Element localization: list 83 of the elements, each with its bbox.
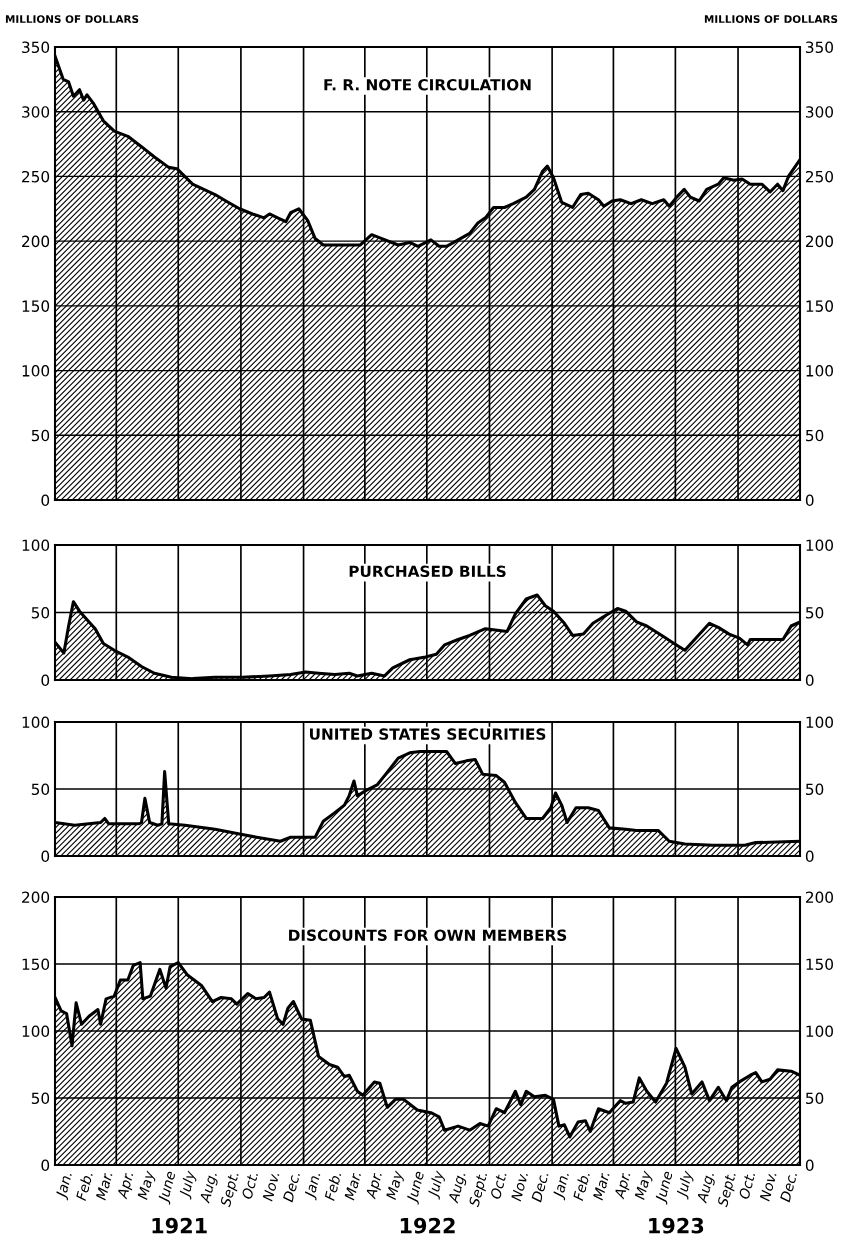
y-tick-label: 0 bbox=[41, 494, 50, 507]
text: 1923 bbox=[649, 1217, 704, 1234]
x-tick-label: Oct. bbox=[241, 1171, 259, 1200]
y-tick-label: 200 bbox=[22, 235, 50, 248]
y2-tick-label: 50 bbox=[806, 606, 824, 619]
x-tick-label: Oct. bbox=[738, 1171, 756, 1200]
y2-tick-label: 200 bbox=[805, 235, 834, 248]
x-tick-label: Mar. bbox=[95, 1171, 113, 1201]
y-tick-label: 150 bbox=[22, 300, 50, 312]
y2-axis-title: MILLIONS OF DOLLARS bbox=[704, 15, 838, 24]
x-tick-label: Dec. bbox=[779, 1171, 798, 1203]
y-tick-label: 300 bbox=[22, 106, 50, 118]
x-tick-label: Mar. bbox=[592, 1171, 610, 1201]
x-tick-label: Jan. bbox=[552, 1171, 572, 1201]
y2-tick-label: 0 bbox=[805, 850, 814, 863]
y2-tick-label: 50 bbox=[806, 1092, 824, 1105]
chart-title: UNITED STATES SECURITIES bbox=[309, 728, 546, 740]
x-tick-label: July bbox=[426, 1169, 447, 1200]
x-tick-label: Mar. bbox=[344, 1171, 362, 1201]
x-tick-label: May bbox=[634, 1169, 655, 1201]
x-tick-label: Oct. bbox=[489, 1171, 507, 1200]
y2-tick-label: 200 bbox=[805, 891, 834, 904]
x-tick-label: Dec. bbox=[531, 1171, 549, 1203]
y-tick-label: 100 bbox=[22, 716, 50, 729]
y2-tick-label: 150 bbox=[806, 958, 834, 971]
x-tick-label: Nov. bbox=[262, 1171, 280, 1202]
y2-tick-label: 350 bbox=[806, 41, 834, 54]
y-tick-label: 50 bbox=[31, 429, 50, 442]
x-tick-label: Dec. bbox=[282, 1171, 301, 1203]
x-tick-label: Aug. bbox=[696, 1171, 717, 1205]
x-tick-label: Nov. bbox=[759, 1171, 777, 1202]
y-tick-label: 0 bbox=[41, 850, 50, 863]
y-tick-label: 100 bbox=[22, 1025, 50, 1038]
y2-tick-label: 300 bbox=[806, 106, 834, 118]
y2-tick-label: 0 bbox=[805, 494, 814, 507]
x-tick-label: June bbox=[654, 1170, 676, 1205]
y-tick-label: 150 bbox=[22, 958, 50, 971]
y2-tick-label: 100 bbox=[806, 539, 834, 552]
x-tick-label: June bbox=[157, 1170, 179, 1205]
y-tick-label: 350 bbox=[22, 41, 50, 54]
x-tick-label: May bbox=[137, 1169, 158, 1201]
x-tick-label: Sept. bbox=[716, 1171, 739, 1209]
text: DISCOUNTS FOR OWN MEMBERS bbox=[289, 929, 567, 941]
x-tick-label: Jan. bbox=[55, 1171, 75, 1201]
text: F. R. NOTE CIRCULATION bbox=[324, 78, 531, 91]
y-tick-label: 100 bbox=[22, 365, 50, 377]
x-tick-label: July bbox=[675, 1169, 696, 1200]
x-tick-label: May bbox=[385, 1169, 406, 1201]
y2-tick-label: 150 bbox=[806, 300, 834, 312]
text: 1921 bbox=[152, 1217, 207, 1234]
x-tick-label: Apr. bbox=[365, 1171, 385, 1201]
y-tick-label: 50 bbox=[31, 1092, 50, 1105]
y-tick-label: 200 bbox=[22, 891, 50, 904]
y-tick-label: 250 bbox=[22, 170, 50, 183]
text: 1922 bbox=[400, 1217, 455, 1234]
x-tick-label: Jan. bbox=[303, 1171, 324, 1201]
x-tick-label: Feb. bbox=[323, 1171, 342, 1202]
y-axis-title: MILLIONS OF DOLLARS bbox=[5, 15, 139, 24]
y2-tick-label: 100 bbox=[806, 716, 834, 729]
y-tick-label: 0 bbox=[41, 1159, 50, 1172]
x-tick-label: Sept. bbox=[219, 1171, 242, 1209]
y-tick-label: 0 bbox=[41, 674, 50, 687]
y-tick-label: 50 bbox=[31, 606, 50, 619]
x-tick-label: Aug. bbox=[199, 1171, 220, 1205]
x-tick-label: Feb. bbox=[75, 1171, 93, 1202]
x-tick-label: Sept. bbox=[468, 1171, 490, 1209]
y2-tick-label: 250 bbox=[805, 170, 834, 183]
x-tick-label: Apr. bbox=[116, 1171, 137, 1201]
y2-tick-label: 50 bbox=[806, 783, 824, 796]
y2-tick-label: 0 bbox=[805, 674, 814, 687]
x-tick-label: Aug. bbox=[447, 1171, 469, 1205]
y2-tick-label: 50 bbox=[806, 429, 824, 442]
x-tick-label: Apr. bbox=[613, 1171, 634, 1201]
y-tick-label: 100 bbox=[22, 539, 50, 552]
y2-tick-label: 100 bbox=[806, 1025, 834, 1038]
x-tick-label: Nov. bbox=[510, 1171, 529, 1202]
x-tick-label: Feb. bbox=[572, 1171, 591, 1202]
y-tick-label: 50 bbox=[31, 783, 50, 796]
text: PURCHASED BILLS bbox=[349, 565, 506, 578]
x-tick-label: June bbox=[406, 1170, 427, 1205]
x-tick-label: July bbox=[178, 1169, 199, 1200]
y2-tick-label: 0 bbox=[805, 1159, 814, 1172]
y2-tick-label: 100 bbox=[806, 365, 834, 377]
